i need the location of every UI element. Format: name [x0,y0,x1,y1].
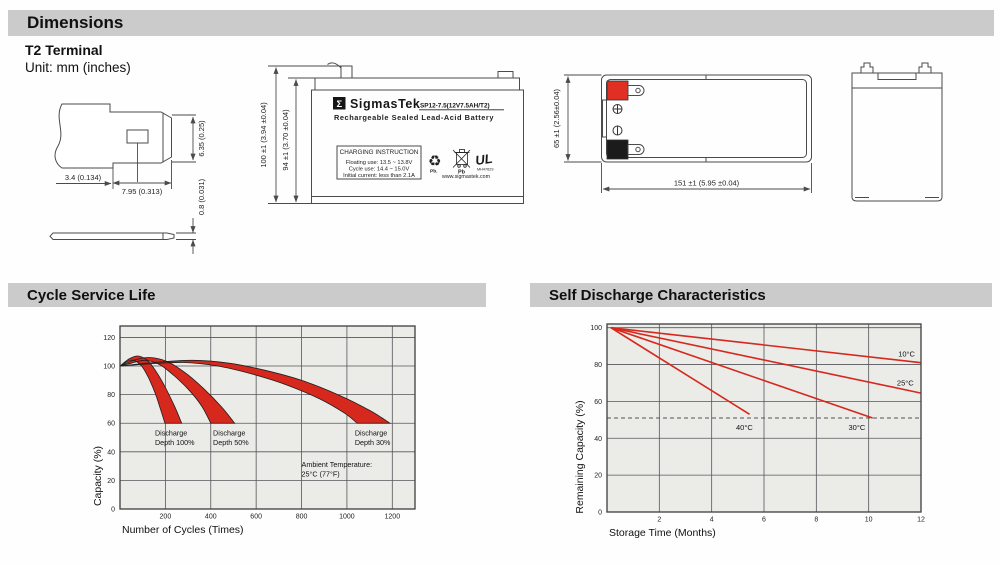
terminal-type-title: T2 Terminal [25,42,103,58]
sigma-logo-icon [333,97,346,110]
x-tick-label: 1000 [339,514,355,521]
self-discharge-chart: 10°C 25°C 30°C 40°C 2 4 6 8 10 12 0 20 40 60 80 100 Stor… [574,323,925,539]
front-dim-case-height: 94 ±1 (3.70 ±0.04) [281,109,290,171]
discharge-band-fill [120,357,235,424]
discharge-band-fill [120,355,182,424]
negative-terminal-marker [606,139,629,160]
terminal-dim-height: 6.35 (0.25) [197,120,206,157]
x-tick-label: 600 [250,514,262,521]
ul-number: MH47629 [477,168,493,172]
x-tick-label: 1200 [385,514,401,521]
brand-name: SigmasTek [350,97,420,111]
positive-terminal-marker [606,80,629,101]
cycle-service-life-chart: 200 400 600 800 1000 1200 0 20 40 60 80 100 120 Numbe… [92,325,416,536]
discharge-band-outline [119,359,392,424]
bin-pb-label: Pb [458,170,466,176]
x-tick-label: 400 [205,514,217,521]
y-tick-label: 60 [107,421,115,428]
x-tick-label: 4 [710,517,714,524]
annotation: Discharge Depth 30% [355,428,391,447]
x-tick-label: 200 [160,514,172,521]
series-line [610,326,873,419]
y-tick-label: 100 [103,364,115,371]
annotation: Discharge Depth 100% [155,428,195,447]
battery-side-view [851,62,943,202]
front-dim-total-height: 100 ±1 (3.94 ±0.04) [259,102,268,168]
pb-bin-icon [452,149,471,168]
sigma-glyph: Σ [336,99,342,110]
y-tick-label: 80 [107,392,115,399]
terminal-dim-offset: 3.4 (0.134) [65,173,102,182]
x-tick-label: 8 [814,517,818,524]
x-tick-label: 12 [917,517,925,524]
plot-border [606,323,922,513]
self-discharge-header: Self Discharge Characteristics [549,286,766,304]
series-label: 10°C [898,349,915,358]
side-terminal-right [918,62,932,73]
x-tick-label: 800 [296,514,308,521]
x-tick-label: 2 [657,517,661,524]
y-tick-label: 0 [111,507,115,514]
discharge-band-outline [119,357,236,424]
cycle-service-life-header: Cycle Service Life [27,286,156,304]
ul-icon: UL [474,151,493,168]
charging-instruction-title: CHARGING INSTRUCTION [340,149,419,156]
dimensions-header: Dimensions [27,13,124,32]
battery-front-view: Σ SigmasTek SP12-7.5(12V7.5AH/T2) Rechar… [259,62,524,204]
battery-top-view: 65 ±1 (2.56±0.04) 151 ±1 (5.95 ±0.04) [552,74,812,193]
y-tick-label: 60 [594,399,602,406]
dimensions-header-bar: Dimensions [8,10,994,36]
y-axis-label: Capacity (%) [92,446,104,506]
x-axis-label: Storage Time (Months) [609,527,716,539]
positive-terminal-tab [627,85,645,96]
terminal-tab-drawing: 3.4 (0.134) 7.95 (0.313) 6.35 (0.25) 0.8… [49,103,206,254]
y-tick-label: 40 [107,449,115,456]
negative-terminal-tab [627,144,645,155]
minus-symbol-icon [612,125,623,136]
terminal-type-block: T2 Terminal Unit: mm (inches) [25,42,131,76]
charging-line-2: Cycle use: 14.4 ~ 15.0V [349,167,410,173]
series-line [610,327,751,415]
terminal-dim-thickness: 0.8 (0.031) [197,178,206,215]
x-axis-label: Number of Cycles (Times) [122,524,244,536]
website-label: www.sigmastek.com [442,174,491,180]
annotation: Discharge Depth 50% [213,428,249,447]
x-tick-label: 6 [762,517,766,524]
plus-symbol-icon [612,104,623,114]
battery-subtitle: Rechargeable Sealed Lead-Acid Battery [334,113,494,122]
self-discharge-header-bar: Self Discharge Characteristics [530,283,992,307]
x-tick-label: 10 [865,517,873,524]
side-terminal-left [860,62,874,73]
dimension-drawings: 3.4 (0.134) 7.95 (0.313) 6.35 (0.25) 0.8… [49,62,943,254]
y-tick-label: 20 [594,473,602,480]
top-dim-depth: 65 ±1 (2.56±0.04) [552,88,561,148]
unit-note: Unit: mm (inches) [25,59,131,75]
charging-line-1: Floating use: 13.5 ~ 13.8V [346,160,413,166]
recycle-icon: ♻ [428,153,441,170]
discharge-band-outline [119,355,183,424]
plot-border [119,325,416,510]
series-label: 30°C [849,423,866,432]
y-tick-label: 80 [594,362,602,369]
annotation: Ambient Temperature: 25°C (77°F) [302,460,373,479]
y-tick-label: 120 [103,335,115,342]
terminal-dim-width: 7.95 (0.313) [122,187,163,196]
series-label: 25°C [897,379,914,388]
y-tick-label: 0 [598,510,602,517]
y-tick-label: 100 [590,325,602,332]
discharge-band-fill [120,360,390,424]
top-dim-length: 151 ±1 (5.95 ±0.04) [674,179,740,188]
y-tick-label: 40 [594,436,602,443]
model-number: SP12-7.5(12V7.5AH/T2) [420,103,490,110]
recycle-pb-label: Pb. [430,169,437,175]
battery-label: Σ SigmasTek SP12-7.5(12V7.5AH/T2) Rechar… [333,97,504,180]
series-line [610,326,922,394]
y-tick-label: 20 [107,478,115,485]
charging-line-3: Initial current: less than 2.1A [343,173,415,179]
series-label: 40°C [736,423,753,432]
y-axis-label: Remaining Capacity (%) [574,400,586,513]
series-line [610,326,922,364]
cycle-service-life-header-bar: Cycle Service Life [8,283,486,307]
